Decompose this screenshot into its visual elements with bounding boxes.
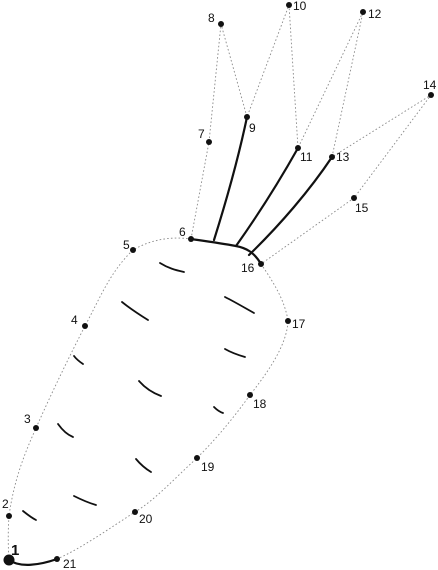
dot-label-3: 3 xyxy=(24,412,31,426)
dot-21 xyxy=(54,556,60,562)
dot-label-6: 6 xyxy=(179,225,186,239)
dot-label-8: 8 xyxy=(208,11,215,25)
dot-8 xyxy=(218,21,224,27)
dot-label-4: 4 xyxy=(71,313,78,327)
dot-20 xyxy=(132,509,138,515)
dot-11 xyxy=(295,145,301,151)
dot-label-16: 16 xyxy=(241,261,255,275)
dot-10 xyxy=(286,2,292,8)
dot-14 xyxy=(428,92,434,98)
dot-16 xyxy=(258,261,264,267)
dot-3 xyxy=(33,425,39,431)
dot-18 xyxy=(247,392,253,398)
dot-label-10: 10 xyxy=(293,0,307,13)
dot-2 xyxy=(6,513,12,519)
dot-6 xyxy=(188,236,194,242)
dot-17 xyxy=(285,318,291,324)
dot-label-19: 19 xyxy=(201,460,215,474)
dot-1 xyxy=(3,554,15,566)
dot-label-7: 7 xyxy=(198,127,205,141)
dot-9 xyxy=(244,114,250,120)
dot-label-9: 9 xyxy=(249,121,256,135)
dot-15 xyxy=(351,195,357,201)
carrot-ribs xyxy=(22,262,255,521)
dot-label-18: 18 xyxy=(253,397,267,411)
dot-4 xyxy=(82,323,88,329)
dot-label-20: 20 xyxy=(139,512,153,526)
leaf-guides xyxy=(190,4,432,265)
dot-label-11: 11 xyxy=(300,150,313,164)
dot-label-12: 12 xyxy=(368,7,382,21)
dot-7 xyxy=(206,139,212,145)
dot-label-14: 14 xyxy=(423,78,437,92)
dot-label-13: 13 xyxy=(336,150,350,164)
dot-13 xyxy=(329,154,335,160)
dot-label-2: 2 xyxy=(2,497,9,511)
dot-5 xyxy=(130,247,136,253)
dot-label-5: 5 xyxy=(123,238,130,252)
dot-label-1: 1 xyxy=(11,542,19,559)
dot-12 xyxy=(360,9,366,15)
dot-label-15: 15 xyxy=(355,201,369,215)
dot-19 xyxy=(194,455,200,461)
dot-label-21: 21 xyxy=(63,557,77,570)
dot-label-17: 17 xyxy=(292,317,306,331)
